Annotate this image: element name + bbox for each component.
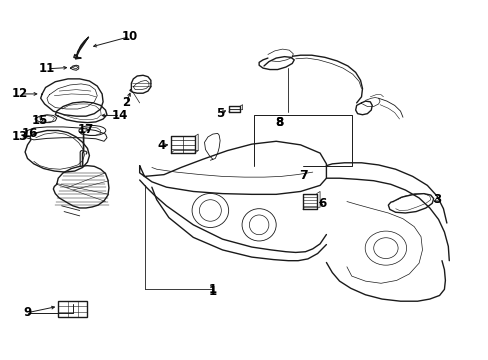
Text: 15: 15: [31, 114, 48, 127]
Text: 17: 17: [78, 123, 94, 136]
Text: 4: 4: [157, 139, 165, 152]
Text: 7: 7: [298, 169, 307, 182]
Bar: [58, 301, 87, 317]
Text: 6: 6: [318, 197, 326, 210]
Text: 13: 13: [12, 130, 28, 144]
Text: 8: 8: [275, 116, 283, 129]
Text: 2: 2: [122, 96, 130, 109]
Text: 1: 1: [208, 285, 216, 298]
Text: 16: 16: [22, 127, 38, 140]
Text: 3: 3: [432, 193, 440, 206]
Text: 8: 8: [275, 116, 283, 129]
Text: 1: 1: [208, 283, 216, 296]
Text: 5: 5: [216, 107, 224, 120]
Text: 9: 9: [23, 306, 32, 319]
Text: 14: 14: [112, 109, 128, 122]
Text: 10: 10: [122, 30, 138, 43]
Text: 12: 12: [12, 87, 28, 100]
Text: 11: 11: [39, 62, 55, 75]
